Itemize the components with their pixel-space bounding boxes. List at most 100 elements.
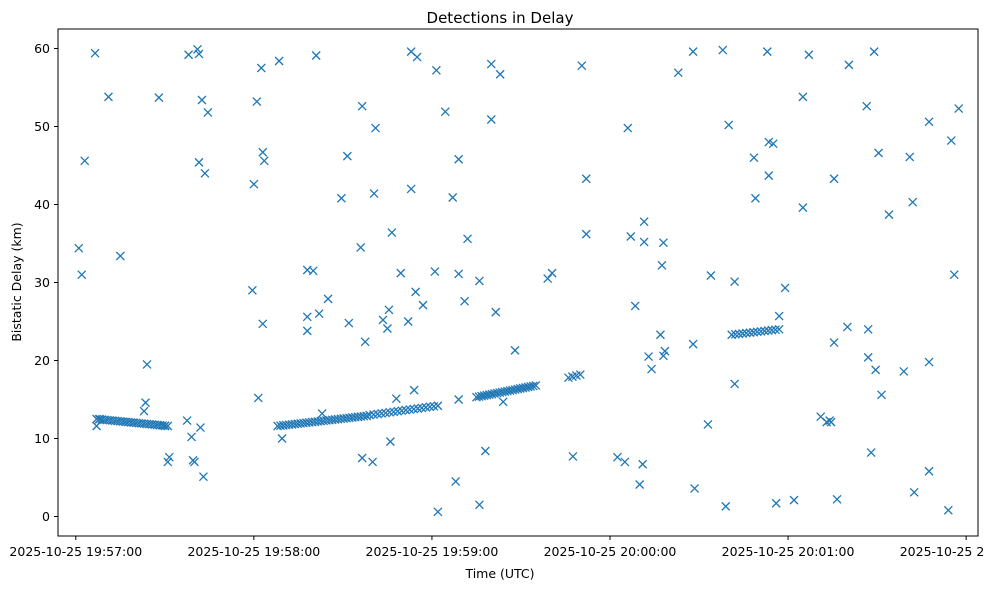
data-point [749, 153, 759, 163]
data-point [274, 56, 284, 66]
data-point [727, 330, 737, 340]
data-point [724, 120, 734, 130]
data-point [844, 60, 854, 70]
data-point [780, 283, 790, 293]
y-tick-label: 30 [34, 275, 50, 290]
data-point [495, 69, 505, 79]
data-point [826, 417, 836, 427]
data-point [528, 381, 538, 391]
data-point [115, 251, 125, 261]
data-point [385, 437, 395, 447]
data-point [433, 401, 443, 411]
data-point [302, 312, 312, 322]
data-point [277, 434, 287, 443]
data-point [866, 448, 876, 457]
data-point [454, 395, 464, 404]
data-point [342, 151, 352, 161]
data-point [639, 237, 649, 247]
data-point [741, 328, 751, 338]
data-point [750, 193, 760, 203]
data-point [745, 328, 755, 338]
data-point [308, 266, 318, 276]
data-point [909, 487, 919, 497]
data-point [863, 324, 873, 334]
data-point [635, 480, 645, 489]
data-point [575, 370, 585, 379]
data-point [703, 420, 713, 429]
data-point [531, 381, 541, 390]
data-point [924, 357, 934, 367]
data-point [164, 452, 174, 462]
data-point [718, 45, 728, 55]
x-tick-label: 2025-10-25 20:02:00 [900, 544, 984, 559]
data-point [360, 337, 370, 347]
x-axis-ticks: 2025-10-25 19:57:00 2025-10-25 19:58:00 20… [9, 536, 984, 559]
y-tick-label: 0 [42, 509, 50, 524]
data-point [946, 136, 956, 145]
data-point [730, 379, 740, 389]
data-point [871, 365, 881, 375]
data-point [474, 500, 484, 510]
data-point [954, 104, 964, 114]
data-point [77, 270, 87, 280]
data-point [480, 446, 490, 456]
data-point [139, 406, 149, 416]
x-axis-label: Time (UTC) [464, 566, 534, 581]
data-point [384, 305, 394, 315]
x-tick-label: 2025-10-25 19:58:00 [187, 544, 320, 559]
data-point [163, 421, 173, 431]
data-point [369, 189, 379, 199]
data-point [344, 318, 354, 328]
x-tick-label: 2025-10-25 20:01:00 [722, 544, 855, 559]
data-point [187, 432, 197, 442]
data-point [103, 92, 113, 102]
data-point [798, 92, 808, 102]
data-point [577, 61, 587, 71]
data-point [371, 123, 381, 133]
data-point [203, 108, 213, 117]
data-point [768, 139, 778, 149]
data-point [738, 329, 748, 338]
data-point [829, 174, 839, 184]
data-point [630, 301, 640, 311]
data-point [433, 507, 443, 517]
data-point [623, 123, 633, 133]
data-point [829, 338, 839, 348]
data-point [336, 193, 346, 203]
chart-title: Detections in Delay [427, 9, 574, 27]
data-point [302, 326, 312, 336]
data-point [154, 93, 164, 103]
data-point [789, 495, 799, 505]
scatter-points [74, 44, 964, 517]
x-tick-label: 2025-10-25 19:57:00 [9, 544, 142, 559]
data-point [762, 47, 772, 57]
data-point [756, 326, 766, 336]
data-point [409, 385, 419, 395]
data-point [688, 339, 698, 349]
data-point [498, 397, 508, 407]
data-point [259, 156, 269, 166]
data-point [721, 501, 731, 511]
data-point [486, 59, 496, 69]
data-point [730, 277, 740, 287]
data-point [440, 107, 450, 117]
data-point [543, 274, 553, 284]
data-point [460, 296, 470, 306]
x-tick-label: 2025-10-25 19:59:00 [366, 544, 499, 559]
data-point [547, 268, 557, 278]
data-point [908, 197, 918, 207]
data-point [943, 505, 953, 515]
data-point [194, 49, 204, 59]
data-point [771, 325, 780, 335]
data-point [638, 459, 648, 469]
data-point [396, 268, 406, 278]
data-point [673, 68, 683, 78]
data-point [804, 50, 814, 60]
data-point [141, 398, 151, 408]
data-point [832, 494, 842, 504]
data-point [247, 285, 257, 295]
data-point [454, 154, 464, 164]
y-axis-ticks: 0 10 20 30 40 50 60 [34, 41, 58, 524]
